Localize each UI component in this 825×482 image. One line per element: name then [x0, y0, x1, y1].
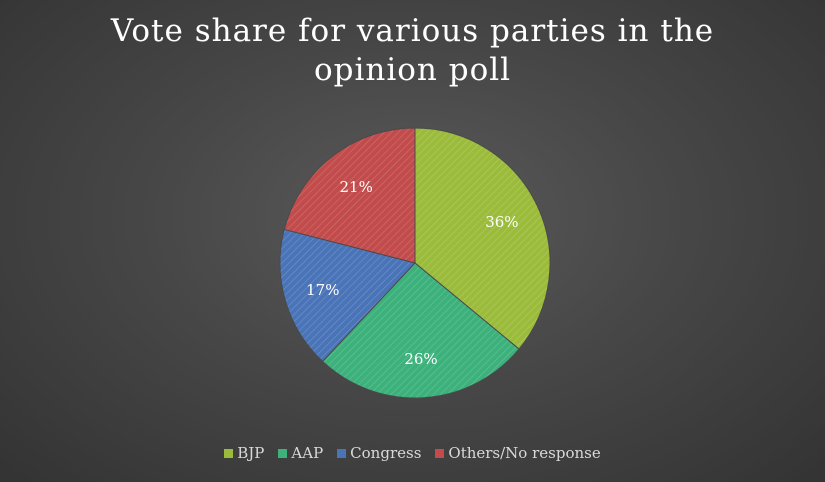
legend-label-bjp: BJP: [237, 444, 265, 462]
pie-slice-texture-aap: [321, 262, 520, 399]
chart-title: Vote share for various parties in the op…: [110, 13, 715, 88]
legend-item-aap: AAP: [278, 444, 323, 462]
pie-slice-texture-bjp: [414, 127, 551, 350]
data-label-others: 21%: [339, 178, 372, 196]
legend-swatch-others: [435, 448, 445, 458]
data-label-congress: 17%: [306, 281, 339, 299]
legend-item-bjp: BJP: [224, 444, 264, 462]
pie-slice-texture-congress: [279, 228, 416, 363]
legend-item-congress: Congress: [337, 444, 421, 462]
legend-item-others: Others/No response: [435, 444, 601, 462]
legend: BJP AAP Congress Others/No response: [0, 444, 825, 462]
legend-swatch-aap: [278, 448, 288, 458]
legend-label-congress: Congress: [350, 444, 422, 462]
data-label-aap: 26%: [404, 350, 437, 368]
legend-label-aap: AAP: [291, 444, 324, 462]
legend-swatch-bjp: [224, 448, 234, 458]
data-label-bjp: 36%: [485, 213, 518, 231]
legend-label-others: Others/No response: [448, 444, 601, 462]
legend-swatch-congress: [337, 448, 347, 458]
pie-slice-texture-others: [283, 127, 416, 264]
